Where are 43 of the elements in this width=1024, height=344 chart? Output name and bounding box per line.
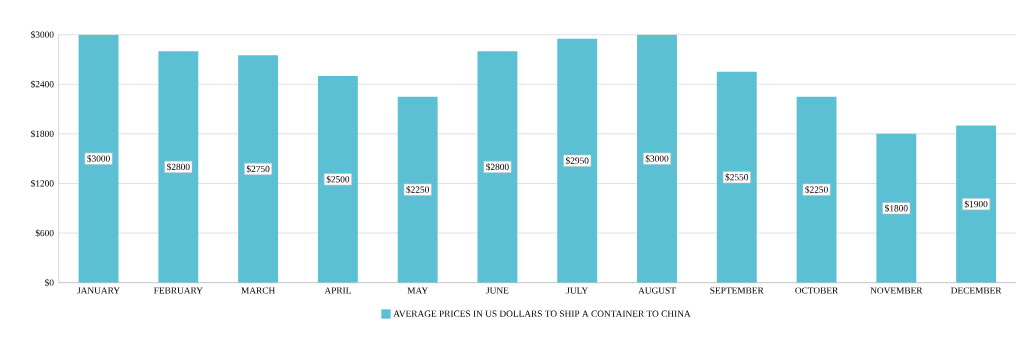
x-tick-label: APRIL — [324, 287, 351, 294]
data-label: $2550 — [725, 173, 749, 181]
y-tick-label: $3000 — [31, 30, 54, 39]
bar — [637, 34, 677, 283]
data-label: $1800 — [885, 204, 908, 212]
data-label: $3000 — [87, 154, 110, 163]
x-tick-label: JULY — [566, 287, 588, 294]
y-tick-label: $0 — [45, 278, 54, 287]
x-tick-label: JUNE — [486, 287, 509, 294]
x-tick-label: AUGUST — [638, 287, 676, 294]
bar — [557, 38, 598, 283]
data-label: $2500 — [326, 175, 350, 184]
y-tick-label: $1200 — [31, 179, 54, 188]
data-label: $2800 — [167, 163, 190, 171]
x-tick-label: DECEMBER — [950, 287, 1002, 294]
bar — [876, 133, 917, 283]
bar — [397, 96, 438, 283]
data-label: $3000 — [645, 154, 669, 163]
x-tick-label: NOVEMBER — [870, 287, 923, 294]
x-tick-label: JANUARY — [77, 287, 120, 294]
data-label: $2750 — [246, 165, 270, 173]
bar — [238, 55, 279, 283]
bar — [716, 71, 757, 283]
bar — [796, 96, 837, 283]
bar — [158, 51, 199, 283]
bar — [477, 51, 518, 283]
x-tick-label: SEPTEMBER — [710, 287, 764, 294]
bar — [956, 125, 997, 283]
x-tick-label: MAY — [407, 287, 428, 294]
x-tick-label: MARCH — [241, 287, 275, 294]
x-tick-label: OCTOBER — [795, 287, 839, 294]
data-label: $2250 — [805, 185, 828, 194]
data-label: $1900 — [964, 200, 988, 208]
legend-label: AVERAGE PRICES IN US DOLLARS TO SHIP A CONTAINER TO CHINA — [393, 310, 691, 317]
bar — [317, 76, 358, 283]
bar — [78, 34, 119, 283]
data-label: $2950 — [565, 157, 589, 165]
data-label: $2800 — [486, 163, 509, 171]
y-tick-label: $600 — [35, 229, 54, 237]
y-tick-label: $2400 — [31, 80, 54, 88]
x-tick-label: FEBRUARY — [153, 287, 203, 294]
data-label: $2250 — [406, 185, 429, 194]
y-tick-label: $1800 — [31, 130, 54, 138]
